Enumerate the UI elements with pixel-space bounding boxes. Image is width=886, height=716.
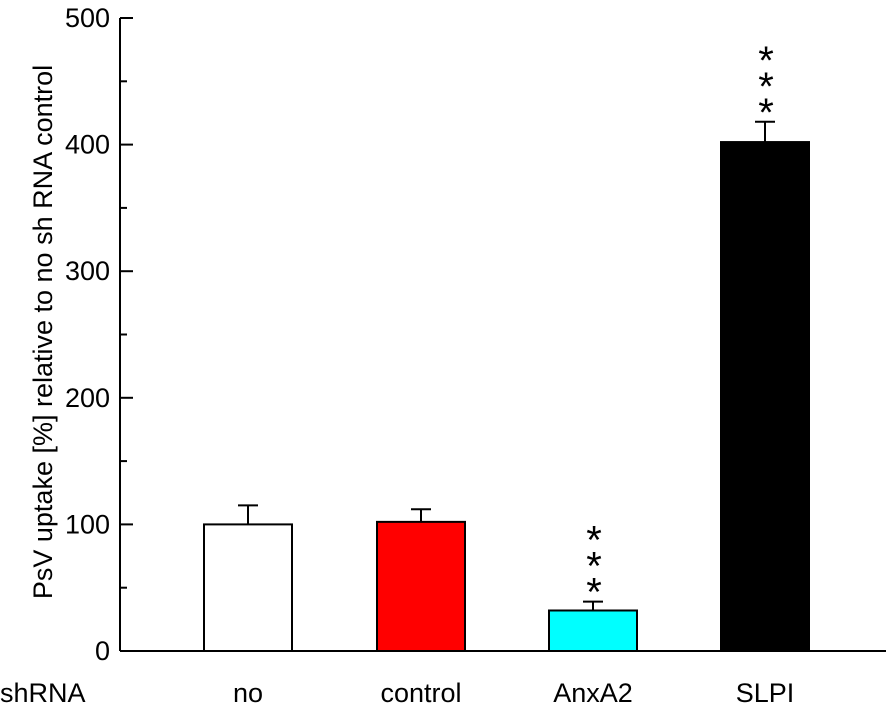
significance-star: *	[586, 519, 602, 563]
bar-control	[376, 520, 466, 652]
significance-star: *	[758, 91, 774, 135]
significance-star: *	[758, 39, 774, 83]
significance-markers: ******	[586, 39, 774, 615]
x-tick-label: control	[380, 678, 461, 708]
bar-no	[203, 523, 293, 653]
y-tick-label: 400	[65, 130, 110, 160]
y-axis-label: PsV uptake [%] relative to no sh RNA con…	[28, 65, 58, 599]
x-tick-label: SLPI	[736, 678, 795, 708]
y-tick-label: 100	[65, 509, 110, 539]
x-axis-group-label: shRNA	[0, 678, 86, 708]
y-tick-label: 0	[95, 636, 110, 666]
y-axis: 0 100 200 300 400 500	[65, 3, 133, 666]
y-tick-label: 300	[65, 256, 110, 286]
bar-anxa2	[548, 609, 638, 652]
significance-star: *	[586, 545, 602, 589]
significance-star: *	[586, 571, 602, 615]
x-tick-label: AnxA2	[553, 678, 633, 708]
bars	[203, 141, 810, 653]
y-tick-label: 500	[65, 3, 110, 33]
x-tick-label: no	[233, 678, 263, 708]
error-bars	[238, 120, 775, 611]
significance-star: *	[758, 65, 774, 109]
x-axis: no control AnxA2 SLPI	[120, 650, 886, 708]
y-tick-label: 200	[65, 383, 110, 413]
bar-slpi	[720, 141, 810, 652]
